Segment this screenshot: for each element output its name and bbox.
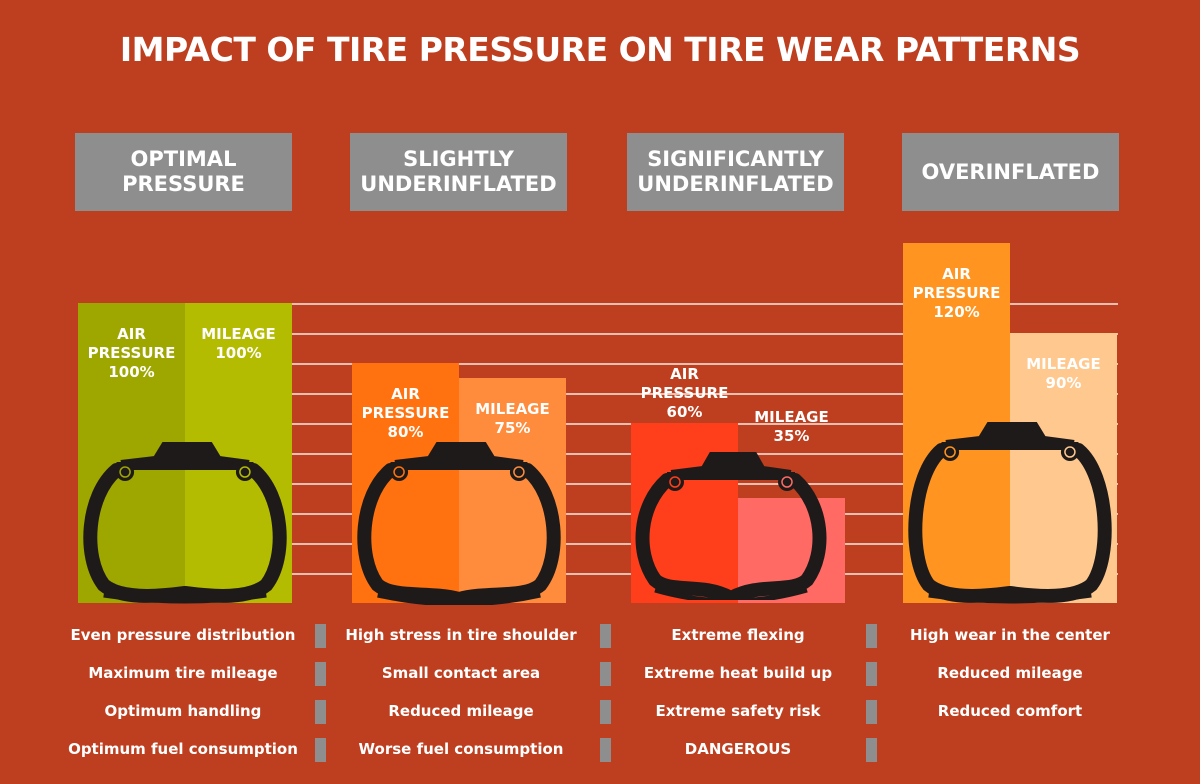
column-header: OVERINFLATED — [902, 133, 1119, 211]
data-label: MILEAGE — [201, 325, 276, 343]
separator-bar — [866, 700, 877, 724]
separator-bar — [866, 738, 877, 762]
header-line: OVERINFLATED — [921, 159, 1100, 184]
data-label: PRESSURE — [912, 284, 1001, 302]
separator-bar — [866, 624, 877, 648]
header-line: UNDERINFLATED — [637, 172, 834, 196]
bullet-text: Worse fuel consumption — [358, 740, 564, 758]
separator-bar — [600, 662, 611, 686]
bullet-text: DANGEROUS — [684, 740, 792, 758]
data-label: MILEAGE — [1026, 355, 1101, 373]
bullet-text: Small contact area — [381, 664, 541, 682]
column-header-text: OPTIMAL PRESSURE — [122, 147, 245, 197]
data-label: PRESSURE — [87, 344, 176, 362]
bullet-text: Extreme heat build up — [643, 664, 833, 682]
mileage-label: MILEAGE 100% — [175, 325, 302, 363]
header-line: SIGNIFICANTLY — [647, 147, 824, 171]
data-label: 120% — [933, 303, 980, 321]
header-line: OPTIMAL — [130, 147, 237, 171]
bullet-text: Even pressure distribution — [70, 626, 296, 644]
data-label: 100% — [108, 363, 155, 381]
mileage-bar — [738, 498, 845, 603]
column-header-text: SIGNIFICANTLY UNDERINFLATED — [637, 147, 833, 197]
gridline — [290, 393, 1118, 395]
bullet-text: Extreme flexing — [671, 626, 805, 644]
bullet-text: Extreme safety risk — [655, 702, 821, 720]
data-label: MILEAGE — [475, 400, 550, 418]
header-line: SLIGHTLY — [403, 147, 514, 171]
column-header-text: OVERINFLATED — [922, 160, 1100, 185]
data-label: AIR — [942, 265, 971, 283]
separator-bar — [600, 738, 611, 762]
gridline — [290, 333, 1118, 335]
separator-bar — [315, 624, 326, 648]
column-header: OPTIMAL PRESSURE — [75, 133, 292, 211]
separator-bar — [315, 738, 326, 762]
header-line: PRESSURE — [122, 172, 245, 196]
separator-bar — [600, 624, 611, 648]
air-pressure-label: AIR PRESSURE 80% — [342, 385, 469, 442]
infographic-title: IMPACT OF TIRE PRESSURE ON TIRE WEAR PAT… — [119, 30, 1081, 69]
header-line: UNDERINFLATED — [360, 172, 557, 196]
bullet-text: Reduced mileage — [388, 702, 534, 720]
separator-bar — [866, 662, 877, 686]
data-label: AIR — [117, 325, 146, 343]
mileage-label: MILEAGE 35% — [728, 408, 855, 446]
bullet-text: Optimum fuel consumption — [68, 740, 298, 758]
data-label: 100% — [215, 344, 262, 362]
data-label: 35% — [773, 427, 810, 445]
bullet-text: Reduced comfort — [937, 702, 1083, 720]
air-pressure-label: AIR PRESSURE 100% — [68, 325, 195, 382]
mileage-label: MILEAGE 75% — [449, 400, 576, 438]
air-pressure-bar — [631, 423, 738, 603]
bullet-text: High wear in the center — [910, 626, 1110, 644]
gridline — [290, 303, 1118, 305]
data-label: PRESSURE — [361, 404, 450, 422]
air-pressure-label: AIR PRESSURE 60% — [621, 365, 748, 422]
data-label: AIR — [670, 365, 699, 383]
data-label: PRESSURE — [640, 384, 729, 402]
data-label: 60% — [666, 403, 703, 421]
column-header: SIGNIFICANTLY UNDERINFLATED — [627, 133, 844, 211]
separator-bar — [315, 700, 326, 724]
air-pressure-label: AIR PRESSURE 120% — [893, 265, 1020, 322]
bullet-text: Optimum handling — [104, 702, 262, 720]
data-label: MILEAGE — [754, 408, 829, 426]
gridline — [290, 363, 1118, 365]
mileage-label: MILEAGE 90% — [1000, 355, 1127, 393]
bullet-text: High stress in tire shoulder — [345, 626, 577, 644]
column-header: SLIGHTLY UNDERINFLATED — [350, 133, 567, 211]
data-label: AIR — [391, 385, 420, 403]
column-header-text: SLIGHTLY UNDERINFLATED — [360, 147, 556, 197]
bullet-text: Reduced mileage — [937, 664, 1083, 682]
bullet-text: Maximum tire mileage — [88, 664, 278, 682]
separator-bar — [315, 662, 326, 686]
separator-bar — [600, 700, 611, 724]
data-label: 90% — [1045, 374, 1082, 392]
data-label: 80% — [387, 423, 424, 441]
data-label: 75% — [494, 419, 531, 437]
